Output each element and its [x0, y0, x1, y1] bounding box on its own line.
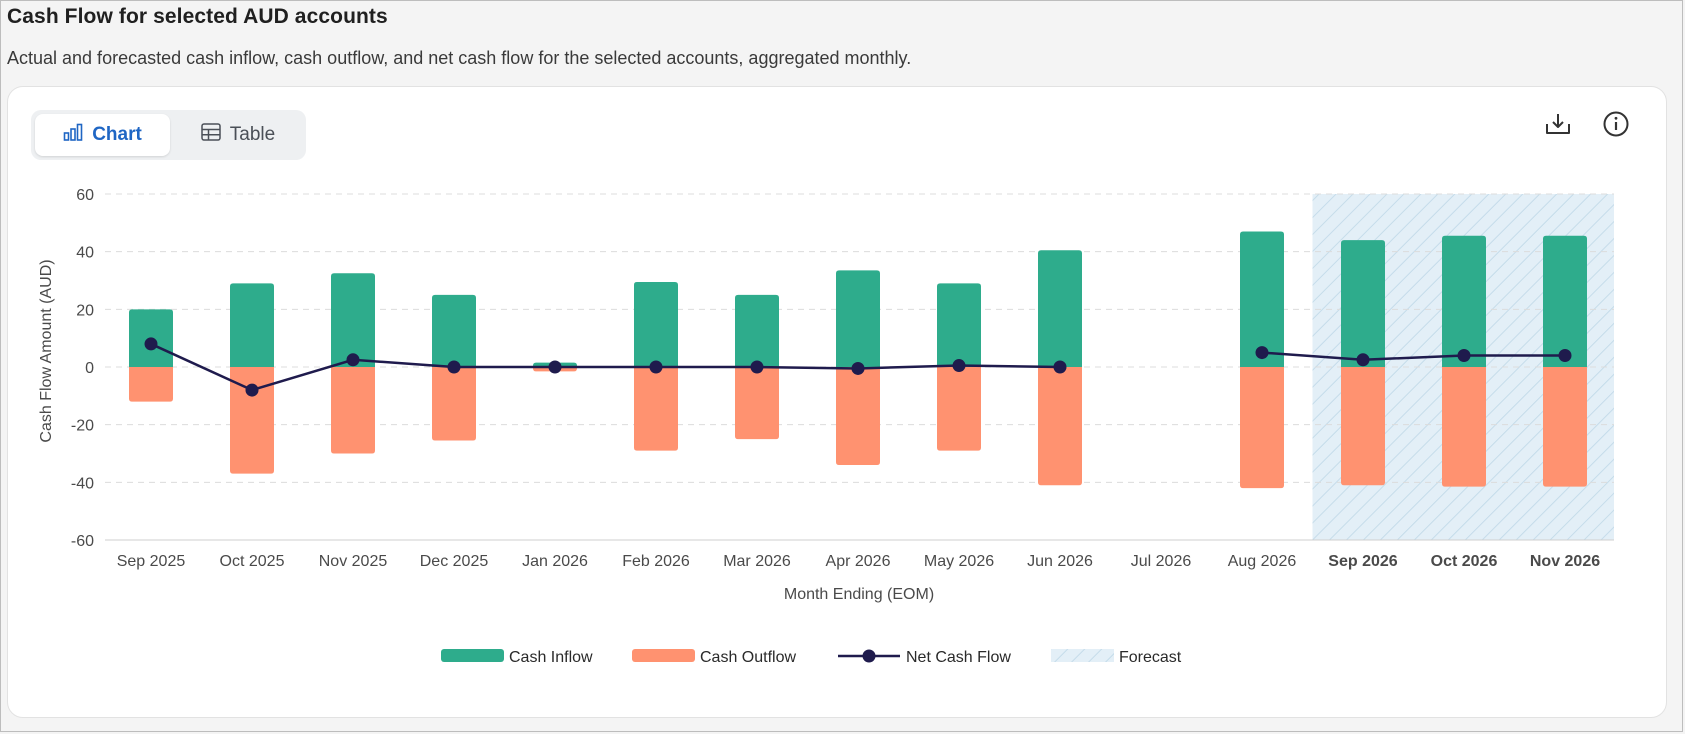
download-button[interactable]	[1541, 109, 1575, 143]
legend-label-cash-outflow: Cash Outflow	[700, 649, 796, 666]
y-tick-label: 0	[85, 360, 94, 377]
inflow-bar	[230, 283, 274, 367]
info-icon	[1603, 111, 1629, 142]
x-tick-label: Oct 2025	[220, 553, 285, 570]
net-cash-flow-point	[649, 360, 663, 374]
x-tick-label: Jun 2026	[1027, 553, 1093, 570]
outflow-bar	[432, 367, 476, 441]
y-tick-label: 40	[76, 245, 94, 262]
download-icon	[1545, 112, 1571, 141]
chart-view-button[interactable]: Chart	[35, 114, 170, 156]
net-cash-flow-point	[1558, 348, 1572, 362]
net-cash-flow-point	[750, 360, 764, 374]
legend-swatch-cash-outflow	[632, 649, 695, 662]
inflow-bar	[331, 273, 375, 367]
view-toggle: Chart Table	[31, 110, 306, 160]
y-axis-title: Cash Flow Amount (AUD)	[38, 259, 55, 442]
net-cash-flow-point	[1053, 360, 1067, 374]
net-cash-flow-point	[548, 360, 562, 374]
page-subtitle: Actual and forecasted cash inflow, cash …	[7, 48, 912, 68]
x-tick-label: Nov 2025	[319, 553, 388, 570]
x-tick-label: Aug 2026	[1228, 553, 1297, 570]
inflow-bar	[1543, 235, 1587, 367]
bar-chart-icon	[63, 123, 83, 147]
table-view-label: Table	[229, 124, 276, 145]
x-tick-label: Jul 2026	[1131, 553, 1192, 570]
inflow-bar	[836, 270, 880, 367]
x-tick-label: May 2026	[924, 553, 994, 570]
x-tick-label: Nov 2026	[1530, 553, 1600, 570]
outflow-bar	[836, 367, 880, 466]
inflow-bar	[937, 283, 981, 367]
legend-swatch-cash-inflow	[441, 649, 504, 662]
table-view-button[interactable]: Table	[174, 114, 302, 156]
legend-marker-net-cash-flow	[862, 649, 876, 663]
y-tick-label: 60	[76, 187, 94, 204]
x-tick-label: Dec 2025	[420, 553, 489, 570]
outflow-bar	[937, 367, 981, 451]
net-cash-flow-point	[346, 353, 360, 367]
net-cash-flow-line	[150, 342, 1061, 392]
net-cash-flow-line	[1261, 351, 1565, 362]
inflow-bar	[1240, 231, 1284, 367]
x-tick-label: Sep 2025	[117, 553, 186, 570]
legend-swatch-forecast	[1051, 649, 1114, 662]
x-axis-title: Month Ending (EOM)	[784, 586, 934, 603]
legend-label-forecast: Forecast	[1119, 649, 1182, 666]
net-cash-flow-point	[144, 337, 158, 351]
info-button[interactable]	[1599, 109, 1633, 143]
y-tick-label: -40	[71, 475, 94, 492]
outflow-bar	[1341, 367, 1385, 486]
x-tick-label: Apr 2026	[826, 553, 891, 570]
legend-label-net-cash-flow: Net Cash Flow	[906, 649, 1011, 666]
y-tick-label: -20	[71, 418, 94, 435]
x-tick-label: Feb 2026	[622, 553, 690, 570]
outflow-bar	[1543, 367, 1587, 487]
outflow-bar	[331, 367, 375, 454]
inflow-bar	[735, 294, 779, 367]
net-cash-flow-point	[1457, 348, 1471, 362]
inflow-bar	[1341, 240, 1385, 367]
x-tick-label: Sep 2026	[1328, 553, 1397, 570]
chart-view-label: Chart	[92, 124, 142, 145]
net-cash-flow-point	[952, 359, 966, 373]
net-cash-flow-point	[851, 361, 865, 375]
net-cash-flow-point	[447, 360, 461, 374]
outflow-bar	[1240, 367, 1284, 489]
inflow-bar	[634, 281, 678, 367]
net-cash-flow-point	[1356, 353, 1370, 367]
x-tick-label: Oct 2026	[1431, 553, 1498, 570]
net-cash-flow-point	[245, 383, 259, 397]
page-title: Cash Flow for selected AUD accounts	[7, 5, 388, 28]
y-tick-label: -60	[71, 533, 94, 550]
table-icon	[201, 123, 221, 147]
inflow-bar	[432, 294, 476, 367]
inflow-bar	[1038, 250, 1082, 367]
outflow-bar	[1442, 367, 1486, 487]
x-tick-label: Mar 2026	[723, 553, 791, 570]
y-tick-label: 20	[76, 302, 94, 319]
outflow-bar	[634, 367, 678, 451]
outflow-bar	[735, 367, 779, 440]
outflow-bar	[230, 367, 274, 474]
x-tick-label: Jan 2026	[522, 553, 588, 570]
net-cash-flow-point	[1255, 346, 1269, 360]
outflow-bar	[129, 367, 173, 402]
inflow-bar	[1442, 235, 1486, 367]
legend-label-cash-inflow: Cash Inflow	[509, 649, 593, 666]
outflow-bar	[1038, 367, 1082, 486]
